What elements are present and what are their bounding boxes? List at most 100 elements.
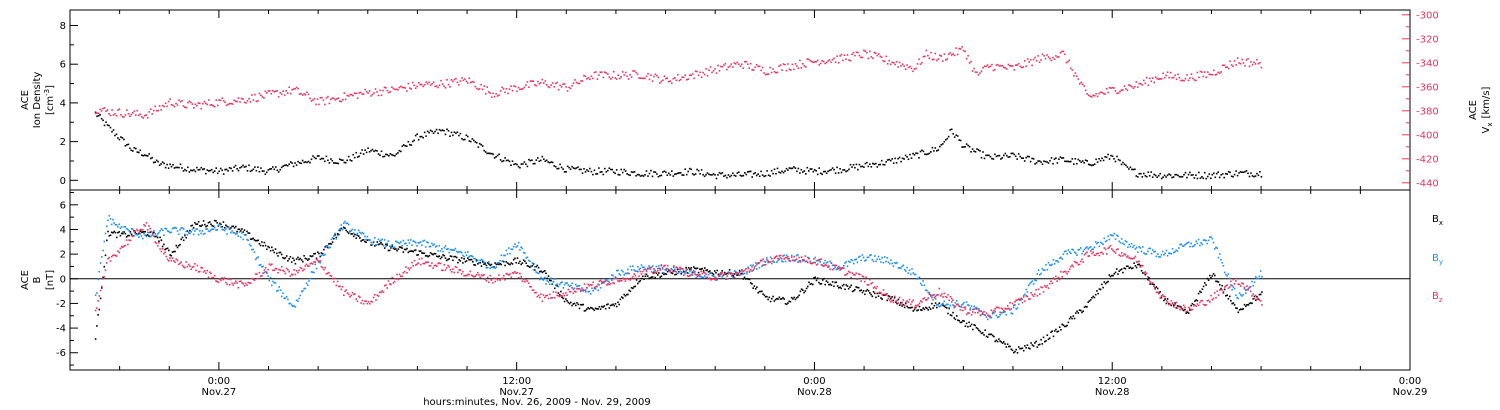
velocity-point — [840, 53, 843, 56]
bx-point — [598, 306, 601, 308]
by-point — [156, 233, 159, 235]
bz-point — [123, 245, 125, 247]
velocity-point — [971, 70, 974, 72]
bz-point — [684, 271, 686, 273]
bz-point — [1039, 293, 1041, 295]
by-point — [166, 230, 169, 232]
bz-point — [557, 295, 560, 297]
bz-point — [475, 273, 478, 276]
bz-point — [94, 309, 97, 312]
density-point — [867, 165, 870, 168]
bx-point — [815, 279, 818, 282]
bz-point — [261, 275, 263, 277]
by-point — [253, 251, 256, 253]
by-point — [1056, 260, 1058, 262]
by-point — [530, 265, 532, 267]
density-point — [228, 167, 231, 169]
bx-point — [869, 292, 871, 294]
bz-point — [1155, 291, 1158, 294]
bz-point — [957, 303, 959, 305]
velocity-point — [953, 54, 956, 57]
by-point — [1026, 291, 1029, 293]
density-point — [105, 121, 107, 123]
bx-point — [1082, 310, 1084, 312]
density-point — [1064, 160, 1066, 163]
velocity-point — [142, 117, 145, 119]
bx-point — [990, 333, 993, 336]
density-point — [173, 167, 176, 169]
density-point — [291, 162, 293, 164]
density-point — [361, 149, 363, 151]
bz-point — [431, 262, 433, 264]
velocity-point — [584, 75, 587, 78]
density-point — [517, 165, 520, 168]
bx-point — [185, 236, 187, 239]
velocity-point — [718, 70, 721, 72]
density-point — [467, 135, 469, 138]
by-point — [295, 299, 298, 301]
density-point — [906, 156, 908, 158]
velocity-point — [1172, 76, 1175, 79]
bx-point — [1216, 280, 1218, 283]
bz-point — [563, 294, 566, 297]
bx-point — [433, 252, 436, 255]
bz-point — [1248, 286, 1251, 288]
velocity-point — [554, 82, 557, 85]
by-point — [715, 279, 717, 281]
bx-point — [211, 224, 213, 227]
density-point — [1043, 160, 1045, 162]
by-point — [196, 228, 199, 230]
density-point — [1166, 174, 1169, 177]
bx-point — [1168, 302, 1170, 305]
by-point — [561, 281, 563, 283]
by-point — [174, 226, 176, 229]
bx-point — [701, 267, 704, 270]
velocity-point — [276, 90, 279, 92]
by-point — [140, 235, 143, 237]
by-point — [625, 272, 628, 275]
bx-point — [1014, 350, 1016, 353]
density-point — [961, 146, 963, 148]
by-point — [1211, 237, 1214, 240]
bx-point — [273, 251, 276, 254]
bx-point — [1258, 293, 1261, 296]
bx-point — [881, 298, 883, 300]
bx-point — [97, 314, 99, 316]
bx-point — [398, 246, 401, 248]
bz-point — [98, 295, 101, 297]
velocity-point — [282, 90, 284, 92]
velocity-point — [1204, 71, 1206, 73]
velocity-point — [942, 60, 944, 62]
density-point — [519, 166, 521, 169]
velocity-point — [794, 63, 797, 65]
density-point — [289, 161, 292, 163]
bx-point — [933, 304, 936, 307]
density-point — [787, 169, 789, 171]
velocity-point — [1193, 79, 1196, 81]
velocity-point — [1147, 84, 1150, 87]
bx-point — [479, 261, 481, 264]
by-point — [740, 270, 742, 273]
density-point — [945, 139, 947, 141]
bx-point — [890, 297, 892, 300]
bx-point — [212, 225, 215, 227]
by-point — [1035, 279, 1037, 282]
by-point — [220, 226, 222, 228]
velocity-point — [985, 65, 987, 68]
by-point — [236, 232, 238, 235]
bx-point — [898, 304, 901, 306]
bx-point — [831, 281, 834, 283]
by-point — [1249, 285, 1252, 288]
by-point — [119, 227, 122, 229]
velocity-point — [1238, 62, 1240, 64]
bx-point — [1259, 293, 1262, 296]
bz-point — [433, 264, 436, 267]
bx-point — [473, 264, 475, 266]
density-point — [1247, 172, 1249, 175]
velocity-point — [608, 76, 611, 78]
by-point — [362, 232, 365, 235]
density-point — [566, 165, 569, 168]
bz-point — [517, 276, 520, 279]
velocity-point — [397, 89, 399, 91]
velocity-point — [720, 65, 722, 68]
